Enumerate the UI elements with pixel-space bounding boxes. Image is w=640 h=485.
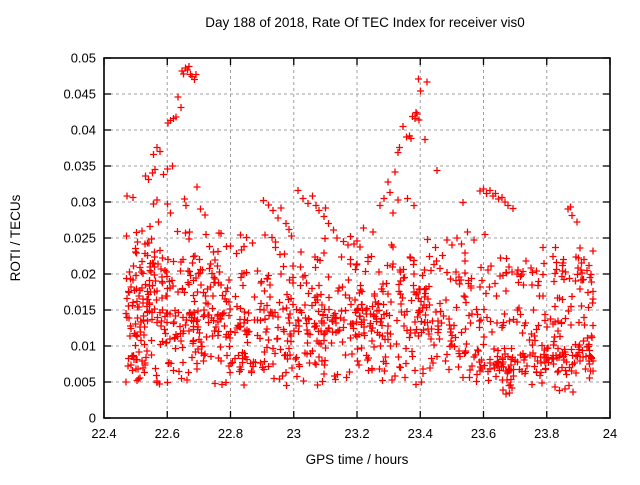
y-tick-label: 0.045 xyxy=(63,87,96,102)
x-axis-label: GPS time / hours xyxy=(306,452,409,467)
x-tick-label: 23 xyxy=(287,426,301,441)
x-tick-label: 23.4 xyxy=(408,426,433,441)
y-tick-label: 0.015 xyxy=(63,303,96,318)
tick-labels: 22.4 22.6 22.8 23 23.2 23.4 23.6 23.8 24 0 0.005 0.… xyxy=(63,51,617,442)
x-tick-label: 23.6 xyxy=(471,426,496,441)
x-tick-label: 23.8 xyxy=(534,426,559,441)
y-tick-label: 0.03 xyxy=(71,195,96,210)
data-points xyxy=(122,63,597,398)
x-tick-label: 22.4 xyxy=(91,426,116,441)
chart-title: Day 188 of 2018, Rate Of TEC Index for r… xyxy=(205,15,524,30)
y-tick-label: 0.01 xyxy=(71,339,96,354)
x-tick-label: 24 xyxy=(603,426,617,441)
x-tick-label: 22.6 xyxy=(155,426,180,441)
x-tick-label: 22.8 xyxy=(218,426,243,441)
y-tick-label: 0.005 xyxy=(63,375,96,390)
y-tick-label: 0 xyxy=(89,411,96,426)
y-tick-label: 0.04 xyxy=(71,123,96,138)
plot-frame xyxy=(103,57,611,419)
y-tick-label: 0.025 xyxy=(63,231,96,246)
y-axis-label: ROTI / TECUs xyxy=(8,194,23,281)
y-tick-label: 0.035 xyxy=(63,159,96,174)
y-tick-label: 0.05 xyxy=(71,51,96,66)
y-tick-label: 0.02 xyxy=(71,267,96,282)
x-tick-label: 23.2 xyxy=(344,426,369,441)
